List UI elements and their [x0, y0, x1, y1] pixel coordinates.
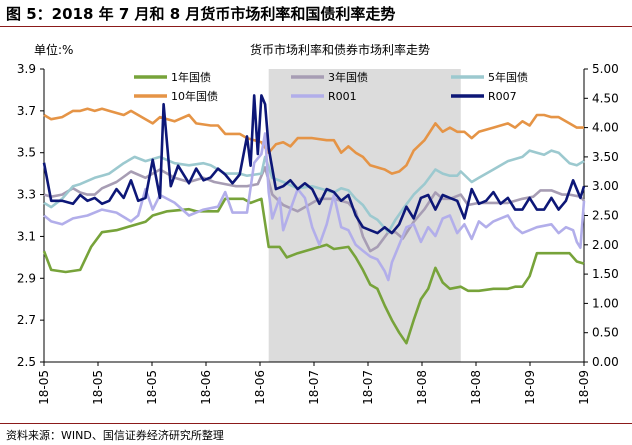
right-tick-label: 1.50 [592, 267, 619, 281]
left-tick-label: 3.7 [17, 104, 36, 118]
x-tick-label: 18-08 [469, 370, 483, 405]
right-tick-label: 4.00 [592, 121, 619, 135]
right-tick-label: 2.50 [592, 209, 619, 223]
left-tick-label: 3.3 [17, 188, 36, 202]
right-tick-label: 3.50 [592, 150, 619, 164]
legend-label: 10年国债 [171, 89, 218, 103]
chart-title: 货币市场利率和债券市场利率走势 [250, 42, 430, 57]
x-tick-label: 18-09 [523, 370, 537, 405]
right-tick-label: 4.50 [592, 91, 619, 105]
x-tick-label: 18-09 [577, 370, 591, 405]
left-tick-label: 3.9 [17, 62, 36, 76]
x-tick-label: 18-07 [361, 370, 375, 405]
legend-label: 1年国债 [171, 70, 211, 84]
x-tick-label: 18-05 [37, 370, 51, 405]
legend-label: 3年国债 [328, 70, 368, 84]
right-tick-label: 0.00 [592, 355, 619, 369]
x-tick-label: 18-05 [91, 370, 105, 405]
x-tick-label: 18-08 [415, 370, 429, 405]
series-line [43, 149, 585, 234]
shaded-region [268, 69, 461, 362]
series-line [43, 166, 585, 253]
x-tick-label: 18-05 [145, 370, 159, 405]
series-line [43, 107, 584, 175]
right-tick-label: 1.00 [592, 296, 619, 310]
x-tick-label: 18-06 [199, 370, 213, 405]
legend-label: 5年国债 [488, 70, 528, 84]
series-line [42, 197, 585, 345]
left-tick-label: 2.5 [17, 355, 36, 369]
left-tick-label: 3.1 [17, 229, 36, 243]
chart: 2.5 2.7 2.9 3.1 3.3 3.5 3.7 3.9 0.00 0.50 1.00 1.50… [17, 42, 619, 405]
right-tick-label: 5.00 [592, 62, 619, 76]
legend-label: R007 [488, 90, 517, 103]
series-line [43, 132, 586, 282]
x-tick-label: 18-07 [307, 370, 321, 405]
right-tick-label: 0.50 [592, 326, 619, 340]
left-tick-label: 2.7 [17, 313, 36, 327]
legend-label: R001 [328, 90, 357, 103]
left-tick-label: 2.9 [17, 271, 36, 285]
figure-title: 图 5：2018 年 7 月和 8 月货币市场利率和国债利率走势 [6, 5, 396, 23]
right-tick-label: 3.00 [592, 179, 619, 193]
unit-label: 单位:% [34, 42, 73, 57]
x-tick-label: 18-06 [253, 370, 267, 405]
source-rule [0, 423, 632, 424]
series-line [42, 94, 586, 235]
source-note: 资料来源：WIND、国信证券经济研究所整理 [6, 429, 224, 442]
right-tick-label: 2.00 [592, 238, 619, 252]
left-tick-label: 3.5 [17, 146, 36, 160]
title-rule [0, 26, 632, 27]
